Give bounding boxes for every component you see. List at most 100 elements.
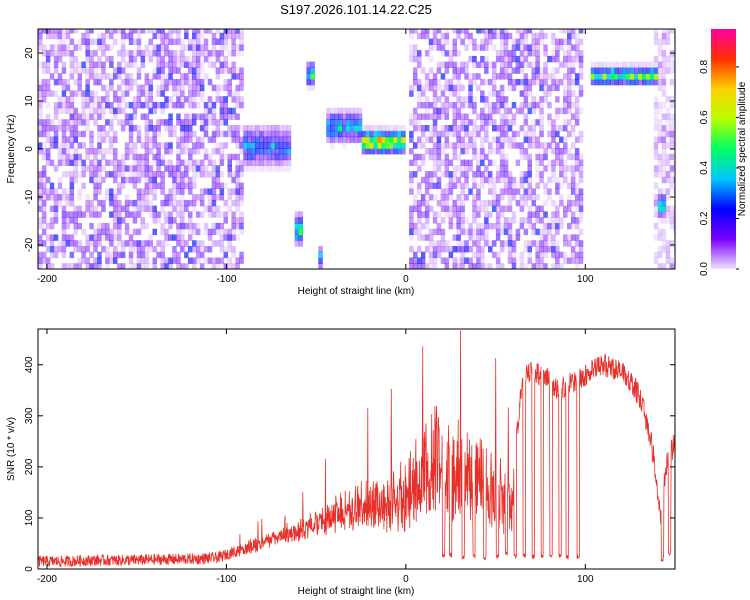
spectrogram-cell <box>109 148 114 155</box>
spectrogram-cell <box>41 61 47 68</box>
spectrogram-cell <box>440 38 446 45</box>
spectrogram-cell <box>38 199 43 207</box>
spectrogram-cell <box>156 44 161 51</box>
spectrogram-cell <box>665 107 671 115</box>
spectrogram-cell <box>148 240 153 247</box>
spectrogram-cell <box>45 84 51 92</box>
spectrogram-cell <box>195 102 201 109</box>
spectrogram-cell <box>140 113 146 120</box>
spectrogram-cell <box>448 176 454 184</box>
spectrogram-cell <box>653 142 659 149</box>
spectrogram-cell <box>602 61 607 68</box>
spectrogram-cell <box>227 194 232 201</box>
spectrogram-cell <box>338 107 343 115</box>
spectrogram-cell <box>164 96 169 103</box>
spectrogram-cell <box>480 78 485 86</box>
spectrogram-cell <box>136 102 142 109</box>
spectrogram-cell <box>657 171 663 178</box>
spectrogram-cell <box>168 222 173 230</box>
spectrogram-cell <box>547 194 552 201</box>
spectrogram-cell <box>665 188 671 195</box>
spectrogram-cell <box>61 142 67 149</box>
spectrogram-cell <box>117 107 122 115</box>
spectrogram-cell <box>57 142 63 149</box>
spectrogram-cell <box>555 153 560 161</box>
spectrogram-cell <box>618 61 623 68</box>
spectrogram-cell <box>38 61 43 68</box>
spectrogram-cell <box>570 171 576 178</box>
spectrogram-cell <box>574 257 580 264</box>
spectrogram-cell <box>97 251 102 259</box>
spectrogram-cell <box>440 188 446 195</box>
spectrogram-cell <box>661 136 667 143</box>
spectrogram-cell <box>109 32 114 40</box>
spectrogram-cell <box>69 182 75 189</box>
spectrogram-cell <box>543 96 548 103</box>
spectrogram-cell <box>227 240 232 247</box>
spectrogram-cell <box>152 153 157 161</box>
spectrogram-cell <box>460 29 465 34</box>
spectrogram-cell <box>215 55 221 63</box>
spectrogram-cell <box>420 199 426 207</box>
spectrogram-cell <box>199 125 205 132</box>
spectrogram-cell <box>472 102 477 109</box>
spectrogram-cell <box>259 142 264 149</box>
spectrogram-cell <box>665 257 671 264</box>
spectrogram-cell <box>476 130 481 138</box>
spectrogram-cell <box>176 119 181 126</box>
spectrogram-cell <box>184 113 189 120</box>
spectrogram-cell <box>555 257 560 264</box>
spectrogram-cell <box>555 205 560 212</box>
spectrogram-cell <box>476 171 481 178</box>
spectrogram-cell <box>657 50 663 57</box>
spectrogram-cell <box>574 205 580 212</box>
spectrogram-cell <box>349 125 355 132</box>
spectrogram-cell <box>527 246 532 253</box>
spectrogram-cell <box>57 246 63 253</box>
spectrogram-cell <box>567 50 572 57</box>
spectrogram-cell <box>456 107 461 115</box>
spectrogram-cell <box>105 29 110 34</box>
spectrogram-cell <box>41 119 47 126</box>
spectrogram-cell <box>49 73 55 80</box>
spectrogram-cell <box>310 78 315 86</box>
spectrogram-cell <box>176 159 181 166</box>
spectrogram-cell <box>385 130 390 138</box>
spectrogram-cell <box>113 246 118 253</box>
spectrogram-cell <box>207 55 213 63</box>
spectrogram-cell <box>227 257 232 264</box>
spectrogram-cell <box>468 119 473 126</box>
spectrogram-cell <box>492 176 497 184</box>
spectrogram-cell <box>219 257 225 264</box>
spectrogram-cell <box>476 159 481 166</box>
spectrogram-cell <box>495 234 501 241</box>
spectrogram-cell <box>73 205 78 212</box>
spectrogram-cell <box>440 228 446 236</box>
spectrogram-cell <box>361 136 367 143</box>
spectrogram-cell <box>440 107 446 115</box>
spectrogram-cell <box>144 142 150 149</box>
spectrogram-cell <box>472 205 477 212</box>
spectrogram-cell <box>172 102 177 109</box>
spectrogram-cell <box>535 205 540 212</box>
spectrogram-cell <box>669 240 675 247</box>
spectrogram-cell <box>539 240 544 247</box>
spectrogram-cell <box>132 228 138 236</box>
spectrogram-cell <box>417 84 422 92</box>
spectrogram-cell <box>559 38 564 45</box>
spectrogram-cell <box>523 171 529 178</box>
spectrogram-cell <box>578 107 584 115</box>
spectrogram-cell <box>101 107 106 115</box>
spectrogram-cell <box>184 96 189 103</box>
spectrogram-cell <box>113 29 118 34</box>
spectrogram-cell <box>69 188 75 195</box>
spectrogram-cell <box>574 44 580 51</box>
spectrogram-cell <box>417 50 422 57</box>
spectrogram-cell <box>503 50 509 57</box>
spectrogram-cell <box>105 130 110 138</box>
spectrogram-cell <box>543 78 548 86</box>
spectrogram-cell <box>152 67 157 74</box>
spectrogram-cell <box>231 153 236 161</box>
spectrogram-cell <box>152 263 157 269</box>
spectrogram-cell <box>81 251 86 259</box>
